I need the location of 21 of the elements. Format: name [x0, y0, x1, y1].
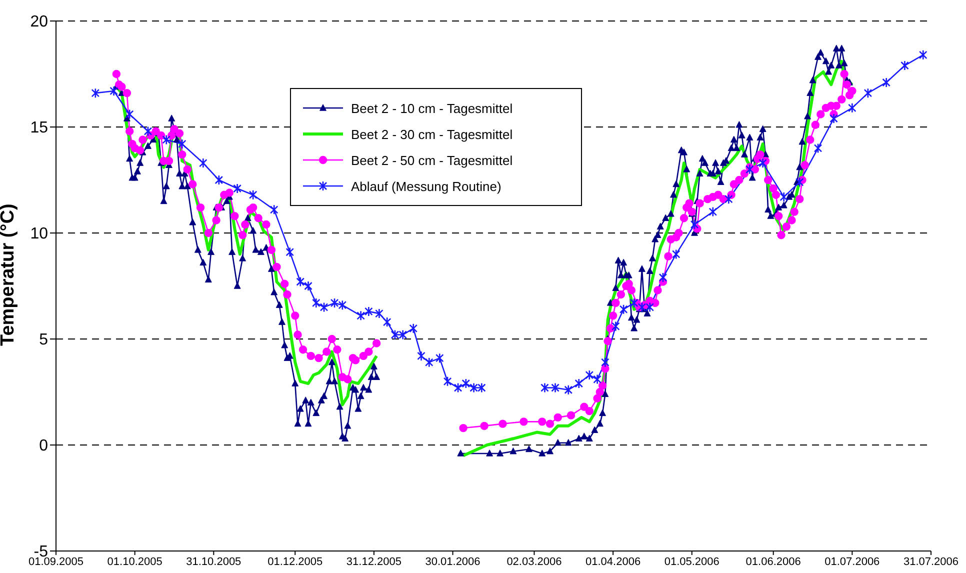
y-axis-title: Temperatur (°C)	[0, 204, 19, 346]
y-tick-label: 10	[30, 226, 48, 243]
x-tick-label: 31.07.2006	[903, 556, 959, 568]
y-tick-label: 15	[30, 120, 48, 137]
x-tick-label: 30.01.2006	[425, 556, 480, 568]
legend-label: Beet 2 - 10 cm - Tagesmittel	[351, 100, 513, 116]
x-tick-label: 02.03.2006	[506, 556, 562, 568]
x-tick-label: 01.05.2006	[664, 556, 720, 568]
x-tick-label: 01.10.2005	[107, 556, 162, 568]
legend-label: Beet 2 - 50 cm - Tagesmittel	[351, 152, 513, 168]
x-tick-label: 01.12.2005	[268, 556, 323, 568]
legend-label: Ablauf (Messung Routine)	[351, 178, 502, 194]
y-tick-label: 0	[39, 438, 48, 455]
y-tick-label: 20	[30, 14, 48, 31]
x-tick-label: 01.06.2006	[746, 556, 801, 568]
x-tick-label: 01.07.2006	[824, 556, 880, 568]
y-tick-label: 5	[39, 332, 48, 349]
x-tick-label: 01.04.2006	[586, 556, 641, 568]
legend-label: Beet 2 - 30 cm - Tagesmittel	[351, 126, 513, 142]
x-tick-label: 31.10.2005	[186, 556, 242, 568]
x-tick-label: 31.12.2005	[346, 556, 402, 568]
